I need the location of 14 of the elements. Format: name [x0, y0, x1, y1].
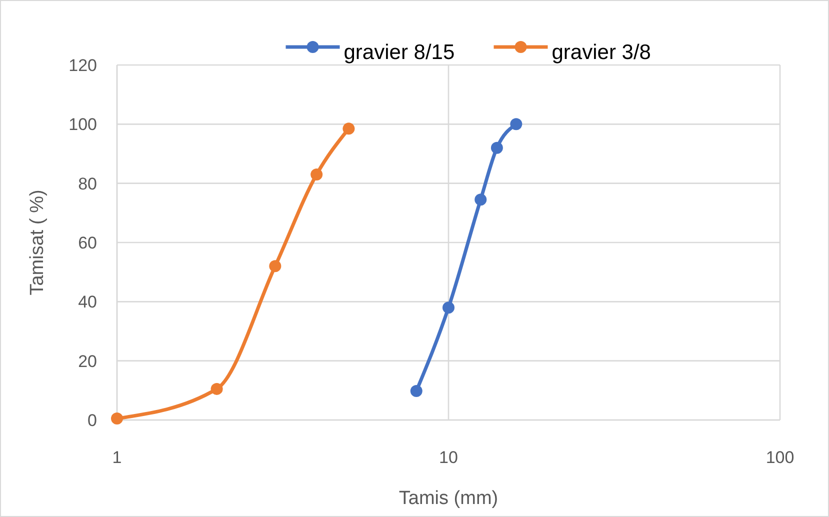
y-tick-label: 60 — [78, 234, 97, 252]
y-tick-label: 100 — [68, 115, 97, 134]
y-tick-label: 80 — [78, 174, 97, 194]
x-tick-label: 1 — [112, 448, 122, 467]
y-tick-label: 120 — [68, 56, 97, 75]
legend-label: gravier 3/8 — [552, 41, 651, 64]
x-tick-label: 100 — [766, 448, 794, 467]
x-tick-label: 10 — [439, 448, 458, 467]
legend-label: gravier 8/15 — [344, 41, 455, 64]
y-axis-title: Tamisat ( %) — [27, 190, 48, 296]
y-tick-label: 20 — [78, 352, 97, 371]
y-tick-label: 40 — [78, 292, 97, 312]
y-tick-label: 0 — [88, 411, 97, 430]
x-axis-title: Tamis (mm) — [398, 488, 498, 509]
